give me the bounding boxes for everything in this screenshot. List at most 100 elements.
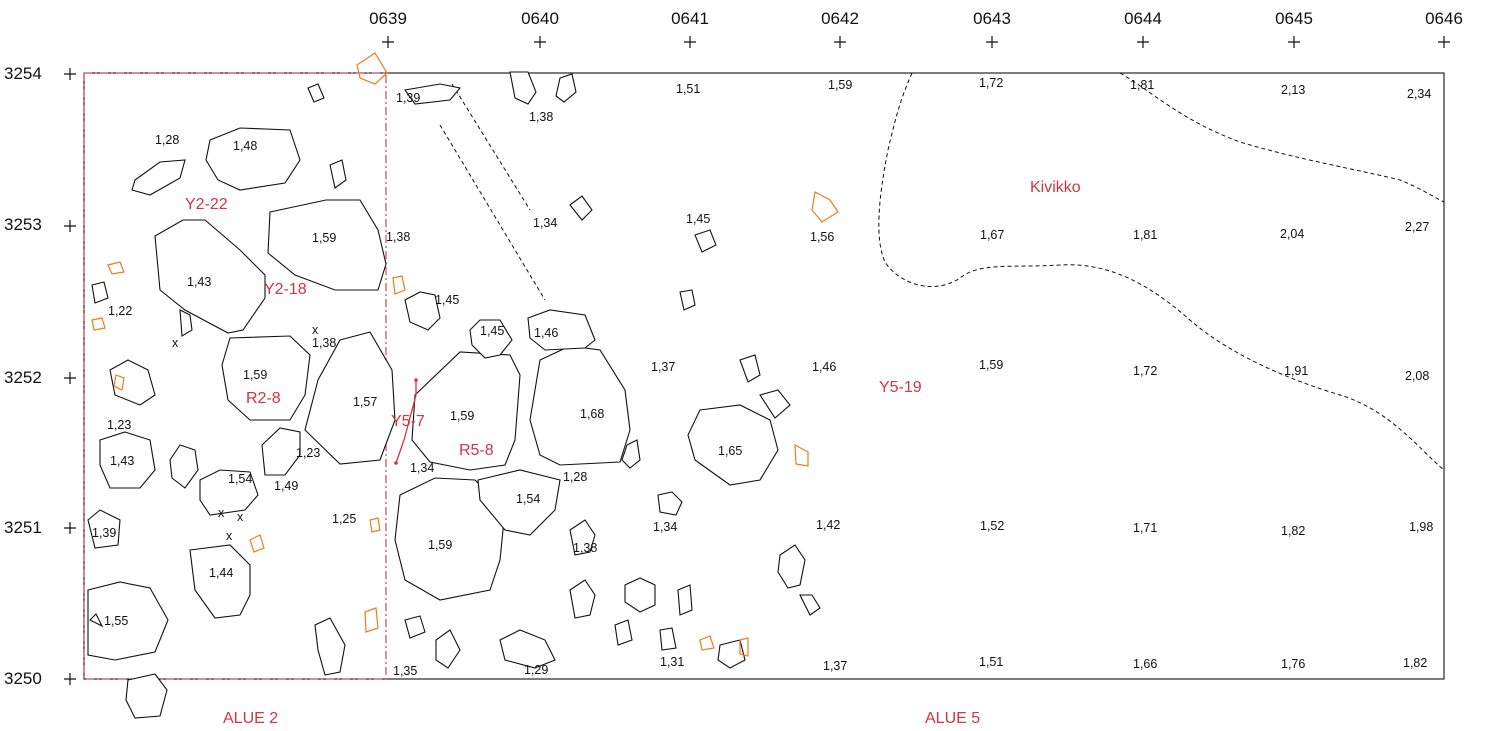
elevation: 1,57 — [353, 395, 377, 409]
find-mark: x — [237, 510, 244, 524]
elevation: 2,13 — [1281, 83, 1305, 97]
elevation: 1,59 — [828, 78, 852, 92]
elevation: 1,39 — [396, 91, 420, 105]
kivikko-boundary — [878, 72, 1445, 471]
elevation: 1,46 — [534, 326, 558, 340]
elevation: 1,44 — [209, 566, 233, 580]
elevation: 1,25 — [332, 512, 356, 526]
elevation: 1,31 — [660, 655, 684, 669]
elevation: 1,22 — [108, 304, 132, 318]
stones — [87, 71, 821, 719]
x-label-0643: 0643 — [973, 9, 1011, 28]
elevation: 1,72 — [979, 76, 1003, 90]
elevation: 1,54 — [516, 492, 540, 506]
x-axis: 0639 0640 0641 0642 0643 0644 0645 0646 — [369, 9, 1463, 48]
elevation: 1,45 — [686, 212, 710, 226]
elevation: 1,76 — [1281, 657, 1305, 671]
elevation: 1,29 — [524, 663, 548, 677]
contour-lines — [439, 72, 1445, 471]
feature-labels: Y2-22 Y2-18 R2-8 Y5-7 R5-8 Y5-19 Kivikko — [185, 179, 1081, 459]
x-label-0642: 0642 — [821, 9, 859, 28]
feature-label-y2-18: Y2-18 — [264, 281, 307, 298]
elevation: 1,98 — [1409, 520, 1433, 534]
elevation-readings: 1,39 1,51 1,59 1,72 1,81 2,13 2,34 1,38 … — [92, 76, 1433, 678]
elevation: 1,71 — [1133, 521, 1157, 535]
elevation: 1,23 — [296, 446, 320, 460]
bedrock-line-2 — [439, 124, 546, 301]
feature-label-y5-19: Y5-19 — [879, 379, 922, 396]
y5-7-marker — [394, 378, 418, 465]
elevation: 1,51 — [676, 82, 700, 96]
elevation: 1,46 — [812, 360, 836, 374]
feature-label-y5-7: Y5-7 — [391, 413, 425, 430]
elevation: 1,45 — [435, 293, 459, 307]
elevation: 1,66 — [1133, 657, 1157, 671]
elevation: 1,59 — [428, 538, 452, 552]
elevation: 2,34 — [1407, 87, 1431, 101]
elevation: 1,35 — [393, 664, 417, 678]
elevation: 1,52 — [980, 519, 1004, 533]
elevation: 1,37 — [651, 360, 675, 374]
y-label-3253: 3253 — [4, 215, 42, 234]
y-label-3252: 3252 — [4, 368, 42, 387]
elevation: 1,38 — [312, 336, 336, 350]
elevation: 1,38 — [529, 110, 553, 124]
orange-stones — [91, 52, 839, 657]
elevation: 1,65 — [718, 444, 742, 458]
elevation: 2,08 — [1405, 369, 1429, 383]
y-label-3251: 3251 — [4, 518, 42, 537]
elevation: 1,82 — [1403, 656, 1427, 670]
elevation: 1,28 — [563, 470, 587, 484]
elevation: 1,82 — [1281, 524, 1305, 538]
elevation: 1,49 — [274, 479, 298, 493]
y-label-3250: 3250 — [4, 669, 42, 688]
area-label-alue-2: ALUE 2 — [223, 710, 278, 727]
elevation: 1,55 — [104, 614, 128, 628]
find-mark: x — [172, 336, 179, 350]
elevation: 1,42 — [816, 518, 840, 532]
elevation: 1,37 — [823, 659, 847, 673]
feature-label-kivikko: Kivikko — [1030, 179, 1081, 196]
elevation: 1,34 — [653, 520, 677, 534]
y-label-3254: 3254 — [4, 64, 42, 83]
elevation: 1,59 — [243, 368, 267, 382]
elevation: 1,81 — [1133, 228, 1157, 242]
elevation: 1,51 — [979, 655, 1003, 669]
elevation: 1,28 — [155, 133, 179, 147]
elevation: 1,56 — [810, 230, 834, 244]
find-mark: x — [312, 323, 319, 337]
elevation: 1,23 — [107, 418, 131, 432]
elevation: 1,38 — [573, 541, 597, 555]
y-axis: 3254 3253 3252 3251 3250 — [4, 64, 76, 688]
elevation: 1,54 — [228, 472, 252, 486]
x-label-0640: 0640 — [521, 9, 559, 28]
x-label-0639: 0639 — [369, 9, 407, 28]
feature-label-y2-22: Y2-22 — [185, 196, 228, 213]
elevation: 2,04 — [1280, 227, 1304, 241]
excavation-boundary — [83, 72, 1445, 680]
elevation: 1,38 — [386, 230, 410, 244]
elevation: 1,45 — [480, 324, 504, 338]
elevation: 1,59 — [450, 409, 474, 423]
elevation: 1,81 — [1130, 78, 1154, 92]
x-label-0644: 0644 — [1124, 9, 1162, 28]
elevation: 1,72 — [1133, 364, 1157, 378]
x-label-0646: 0646 — [1425, 9, 1463, 28]
find-mark: x — [218, 506, 225, 520]
elevation: 1,67 — [980, 228, 1004, 242]
y-grid-crosses — [64, 68, 76, 685]
elevation: 1,43 — [110, 454, 134, 468]
elevation: 1,39 — [92, 526, 116, 540]
feature-label-r5-8: R5-8 — [459, 442, 494, 459]
x-grid-crosses — [382, 36, 1450, 48]
bedrock-line-1 — [451, 83, 531, 211]
elevation: 1,59 — [979, 358, 1003, 372]
area-label-alue-5: ALUE 5 — [925, 710, 980, 727]
elevation: 1,34 — [533, 216, 557, 230]
x-label-0645: 0645 — [1275, 9, 1313, 28]
find-mark: x — [226, 529, 233, 543]
elevation: 1,68 — [580, 407, 604, 421]
x-label-0641: 0641 — [671, 9, 709, 28]
elevation: 2,27 — [1405, 220, 1429, 234]
